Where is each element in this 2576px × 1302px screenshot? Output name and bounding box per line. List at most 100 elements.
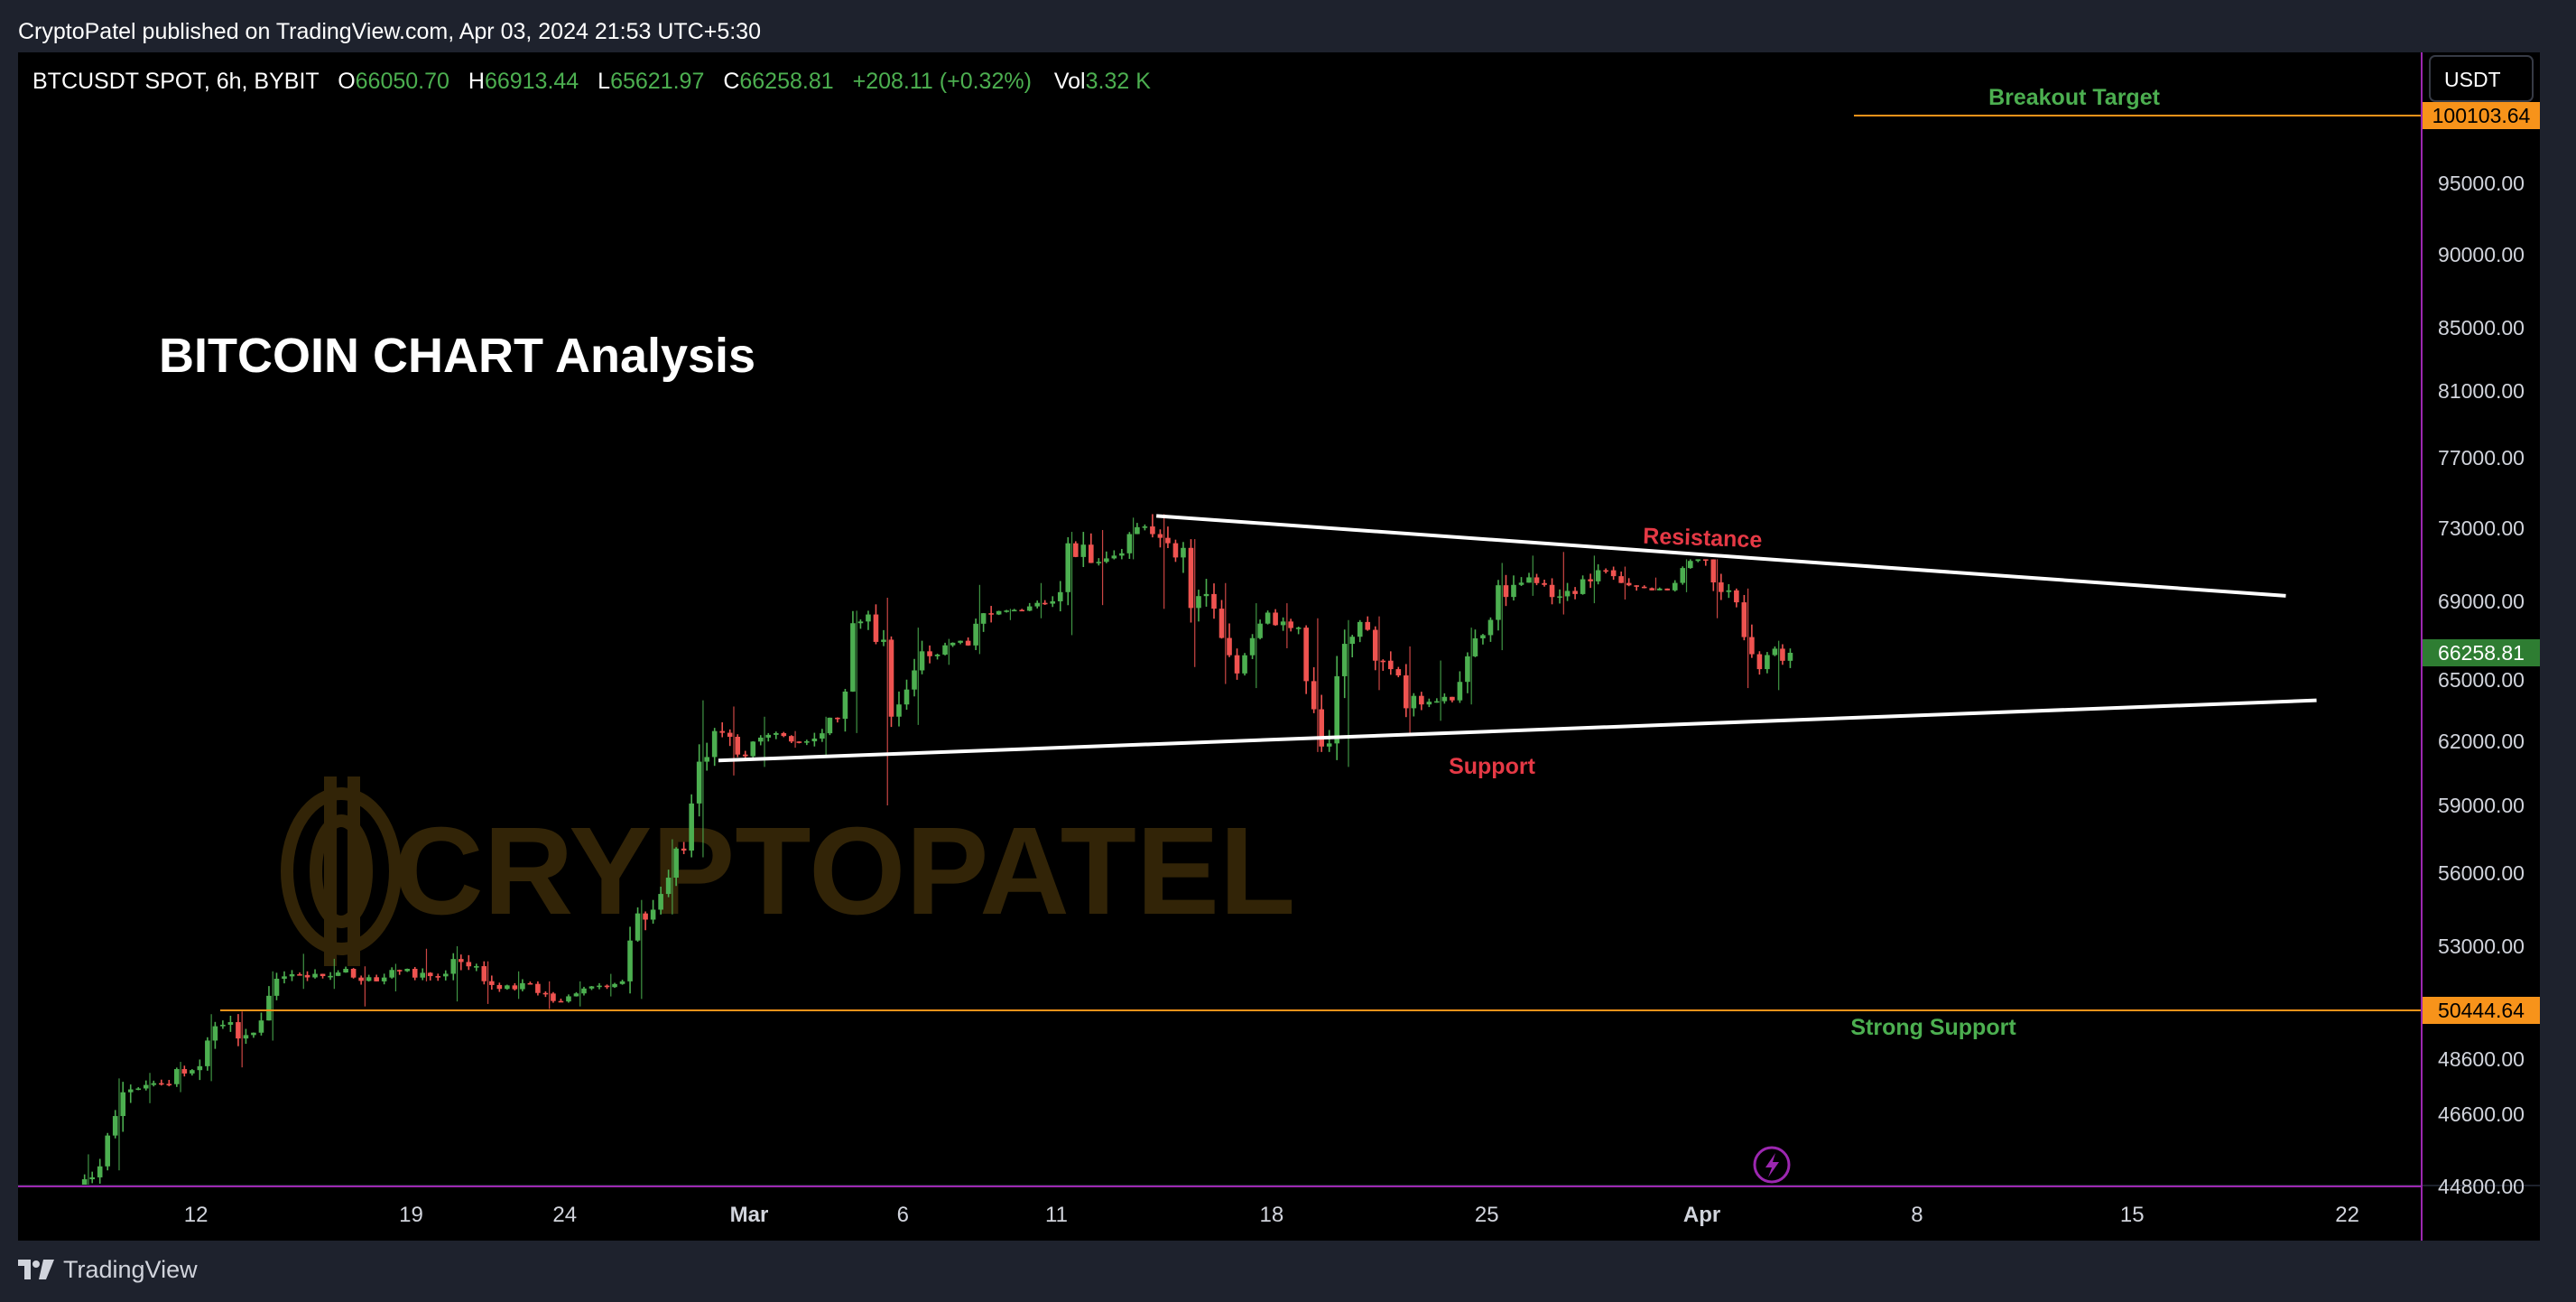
price-tick-label: 46600.00: [2438, 1102, 2525, 1126]
candle: [1249, 634, 1256, 659]
candle: [105, 1132, 111, 1171]
candle: [1387, 651, 1394, 675]
candle: [481, 961, 487, 985]
candle: [1242, 653, 1247, 676]
candle: [888, 636, 894, 728]
candle: [934, 653, 941, 660]
candle: [635, 907, 641, 943]
candle: [1080, 532, 1087, 568]
support-trendline[interactable]: [718, 698, 2317, 763]
candle: [1135, 523, 1140, 535]
time-tick-label: Mar: [730, 1203, 769, 1227]
candle: [1326, 730, 1332, 752]
tradingview-logo[interactable]: TradingView: [18, 1250, 198, 1289]
candle: [551, 991, 556, 1003]
candle: [719, 721, 726, 738]
candle: [396, 969, 403, 975]
time-axis[interactable]: [18, 1186, 2421, 1241]
candle: [1710, 559, 1717, 591]
candle: [1219, 600, 1225, 639]
candle: [903, 679, 910, 711]
candle: [1311, 666, 1317, 713]
candle: [781, 731, 787, 738]
lightning-button[interactable]: [1753, 1146, 1791, 1184]
low-value: 65621.97: [610, 69, 704, 94]
candle: [520, 979, 525, 991]
candle: [190, 1069, 195, 1076]
candle: [1441, 693, 1448, 704]
candle: [1426, 698, 1432, 708]
candle: [696, 744, 702, 817]
candle: [1104, 551, 1109, 563]
svg-text:USDT: USDT: [2444, 68, 2501, 91]
candle: [1380, 659, 1386, 671]
candle: [158, 1079, 164, 1086]
candle: [650, 899, 656, 924]
candle: [765, 732, 772, 742]
candle: [1557, 589, 1562, 604]
candle: [1580, 575, 1586, 595]
resistance-trendline[interactable]: [1156, 514, 2286, 598]
candle: [1026, 602, 1033, 611]
candle: [658, 887, 663, 915]
breakout-target-label: Breakout Target: [1988, 85, 2161, 110]
candle: [896, 691, 902, 727]
candle: [89, 1171, 95, 1184]
candle: [205, 1037, 210, 1071]
candle: [789, 735, 794, 744]
candle: [127, 1084, 134, 1103]
time-tick-label: 15: [2120, 1203, 2145, 1227]
candle: [143, 1080, 149, 1091]
breakout-target-price-badge: 100103.64: [2423, 102, 2540, 129]
candle: [873, 604, 879, 645]
candle: [1019, 609, 1024, 612]
candle: [412, 966, 418, 981]
candle: [527, 981, 533, 985]
tradingview-wordmark: TradingView: [63, 1255, 198, 1283]
candle: [711, 728, 718, 767]
price-tick-label: 53000.00: [2438, 935, 2525, 958]
candle: [1203, 579, 1209, 607]
candle: [458, 954, 464, 971]
candle: [1126, 532, 1133, 559]
candle: [243, 1028, 249, 1045]
candle: [1142, 524, 1148, 531]
candle: [1196, 590, 1201, 622]
candle: [496, 982, 503, 992]
candle: [1234, 648, 1240, 680]
price-tick-label: 56000.00: [2438, 861, 2525, 885]
currency-button[interactable]: USDT: [2429, 55, 2534, 102]
price-tick-label: 90000.00: [2438, 243, 2525, 266]
candle: [135, 1087, 142, 1091]
candle: [1034, 600, 1041, 609]
resistance-label: Resistance: [1643, 524, 1763, 553]
candle: [1603, 568, 1608, 574]
time-tick-label: 12: [184, 1203, 208, 1227]
candle: [1341, 629, 1348, 699]
candle: [197, 1059, 203, 1081]
candle: [1472, 629, 1478, 657]
candle: [757, 735, 764, 746]
publisher-line: CryptoPatel published on TradingView.com…: [18, 19, 761, 44]
price-tick-label: 77000.00: [2438, 446, 2525, 470]
candle: [1496, 580, 1501, 631]
volume-value: 3.32 K: [1086, 69, 1152, 94]
candle: [466, 954, 472, 971]
candle: [1719, 573, 1724, 600]
candle: [1787, 648, 1793, 668]
candle: [750, 740, 756, 760]
svg-text:50444.64: 50444.64: [2438, 999, 2525, 1022]
candle: [1695, 559, 1701, 563]
strong-support-price-badge: 50444.64: [2423, 997, 2540, 1024]
candle: [950, 642, 956, 647]
candle: [442, 970, 449, 981]
time-tick-label: 22: [2335, 1203, 2359, 1227]
candle: [227, 1015, 234, 1032]
candle: [796, 740, 802, 744]
candle: [1703, 559, 1709, 566]
candle: [389, 967, 394, 979]
lightning-icon: [1765, 1153, 1779, 1177]
price-axis[interactable]: [2423, 52, 2540, 1185]
candle: [643, 911, 648, 931]
